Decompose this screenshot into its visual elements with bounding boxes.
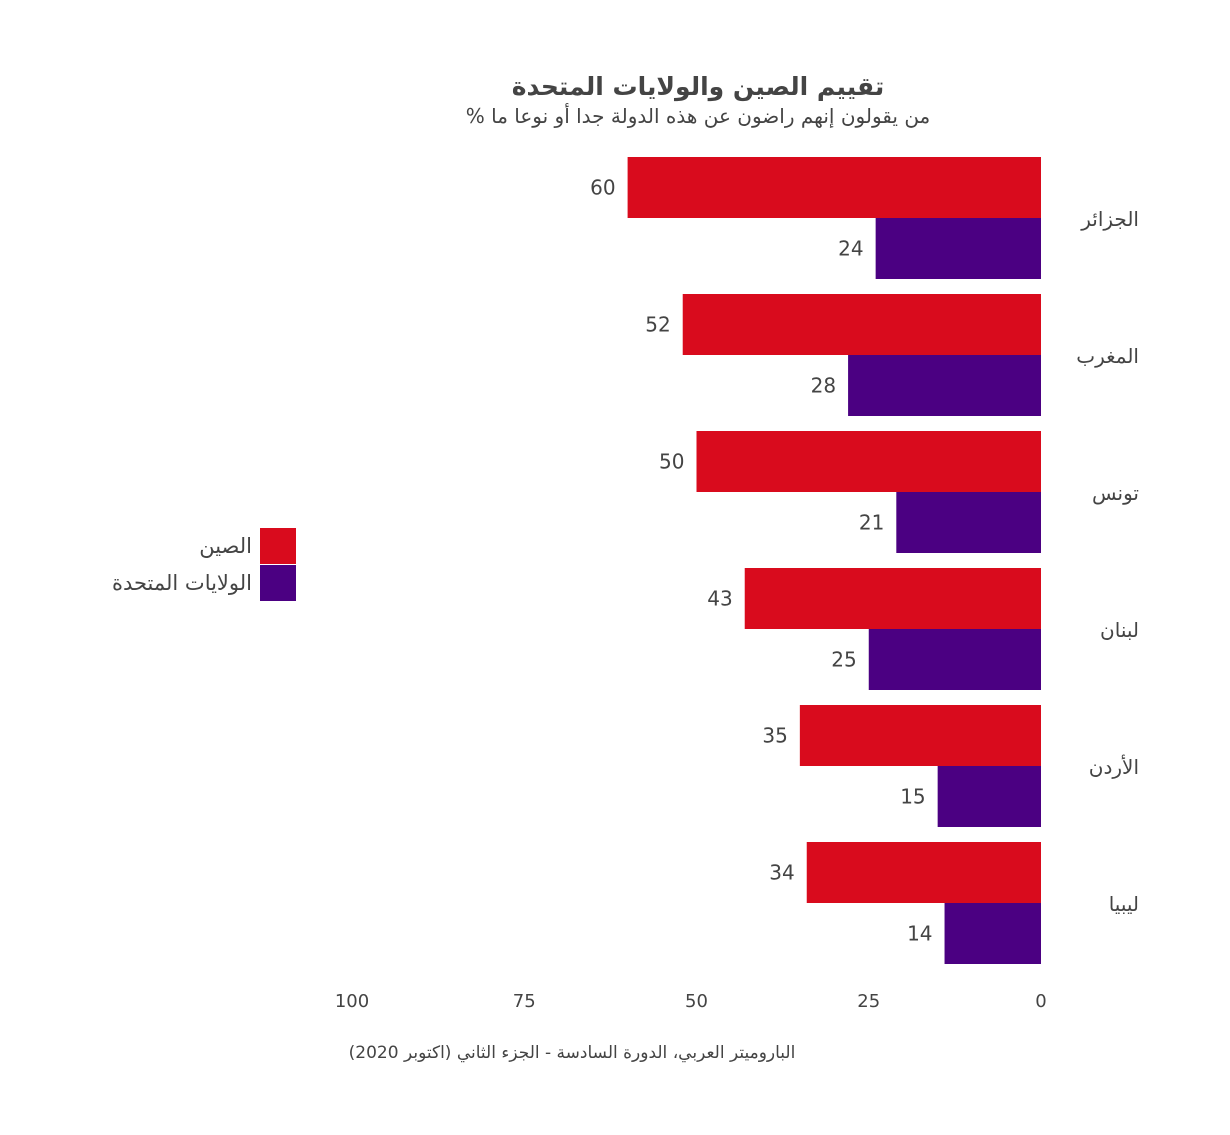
legend-label-china: الصين (199, 534, 252, 558)
category-label-0: الجزائر (1080, 207, 1139, 231)
category-label-5: ليبيا (1109, 892, 1139, 916)
legend: الصين الولايات المتحدة (112, 528, 296, 601)
value-label-usa-1: 28 (811, 374, 836, 398)
legend-swatch-usa (260, 565, 296, 601)
bar-china-5 (806, 842, 1041, 903)
x-tick-label-3: 75 (513, 991, 536, 1012)
bar-usa-2 (896, 492, 1041, 553)
value-label-china-3: 43 (707, 587, 732, 611)
bar-usa-3 (868, 629, 1041, 690)
bar-usa-5 (944, 903, 1041, 964)
value-label-china-1: 52 (645, 313, 670, 337)
chart-subtitle: % من يقولون إنهم راضون عن هذه الدولة جدا… (466, 103, 931, 129)
category-label-4: الأردن (1089, 755, 1139, 779)
value-label-china-5: 34 (769, 861, 794, 885)
value-label-china-2: 50 (659, 450, 684, 474)
bar-usa-4 (937, 766, 1041, 827)
bar-china-4 (799, 705, 1041, 766)
bar-usa-0 (875, 218, 1041, 279)
category-label-2: تونس (1092, 481, 1139, 505)
bar-china-3 (744, 568, 1041, 629)
x-tick-label-2: 50 (685, 991, 708, 1012)
bar-china-2 (696, 431, 1041, 492)
category-label-1: المغرب (1076, 344, 1139, 368)
x-tick-label-1: 25 (857, 991, 880, 1012)
source-note: الباروميتر العربي، الدورة السادسة - الجز… (349, 1043, 796, 1063)
bars-group: 60 24 الجزائر 52 28 المغرب 50 21 تونس 43 25 لبنان 35… (590, 157, 1139, 964)
value-label-usa-0: 24 (838, 237, 863, 261)
legend-swatch-china (260, 528, 296, 564)
value-label-china-0: 60 (590, 176, 615, 200)
category-label-3: لبنان (1100, 618, 1139, 642)
bar-usa-1 (848, 355, 1041, 416)
value-label-usa-3: 25 (831, 648, 856, 672)
chart-title: تقييم الصين والولايات المتحدة (512, 72, 885, 102)
x-axis-ticks: 0 25 50 75 100 (335, 991, 1047, 1012)
bar-china-1 (682, 294, 1041, 355)
x-tick-label-4: 100 (335, 991, 369, 1012)
value-label-china-4: 35 (762, 724, 787, 748)
x-tick-label-0: 0 (1035, 991, 1046, 1012)
value-label-usa-4: 15 (900, 785, 925, 809)
bar-china-0 (627, 157, 1041, 218)
value-label-usa-2: 21 (859, 511, 884, 535)
value-label-usa-5: 14 (907, 922, 932, 946)
legend-label-usa: الولايات المتحدة (112, 571, 252, 595)
